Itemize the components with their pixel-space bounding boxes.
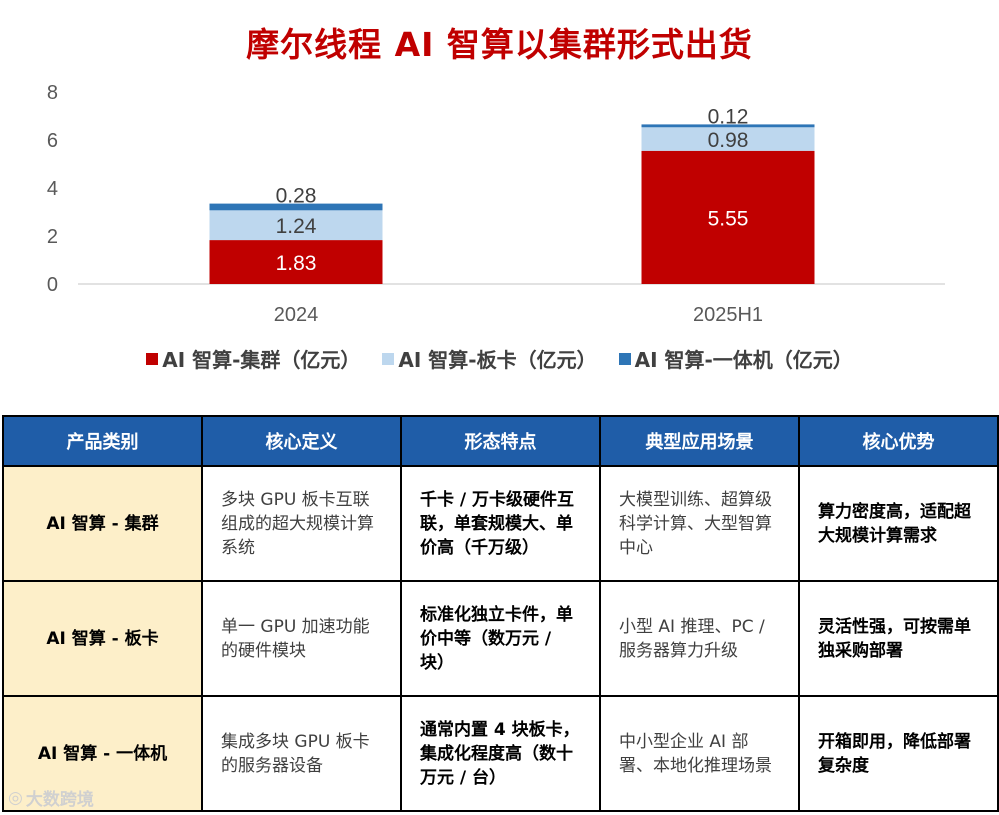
legend-label-cluster: AI 智算-集群（亿元） bbox=[162, 348, 361, 372]
legend-item-card: AI 智算-板卡（亿元） bbox=[382, 344, 597, 373]
cell-advantage: 灵活性强，可按需单独采购部署 bbox=[798, 580, 999, 697]
data-label: 0.28 bbox=[276, 185, 317, 208]
data-label: 5.55 bbox=[708, 207, 749, 230]
cell-form: 标准化独立卡件，单价中等（数万元 / 块） bbox=[400, 580, 601, 697]
bar-segment-cluster bbox=[209, 240, 383, 284]
table-header-row: 产品类别 核心定义 形态特点 典型应用场景 核心优势 bbox=[2, 415, 999, 467]
cell-scenario: 大模型训练、超算级科学计算、大型智算中心 bbox=[599, 465, 800, 582]
y-tick-label: 2 bbox=[47, 226, 58, 248]
legend-swatch-card bbox=[382, 352, 395, 365]
cell-scenario: 中小型企业 AI 部署、本地化推理场景 bbox=[599, 695, 800, 812]
data-label: 0.98 bbox=[708, 129, 749, 152]
y-tick-label: 0 bbox=[47, 274, 58, 296]
chart-legend: AI 智算-集群（亿元） AI 智算-板卡（亿元） AI 智算-一体机（亿元） bbox=[0, 344, 999, 373]
cell-advantage: 开箱即用，降低部署复杂度 bbox=[798, 695, 999, 812]
header-category: 产品类别 bbox=[2, 415, 203, 467]
header-advantage: 核心优势 bbox=[798, 415, 999, 467]
header-definition: 核心定义 bbox=[201, 415, 402, 467]
table-row: AI 智算 - 集群 多块 GPU 板卡互联组成的超大规模计算系统 千卡 / 万… bbox=[2, 465, 999, 582]
legend-item-allinone: AI 智算-一体机（亿元） bbox=[618, 344, 853, 373]
data-label: 0.12 bbox=[708, 105, 749, 128]
product-comparison-table: 产品类别 核心定义 形态特点 典型应用场景 核心优势 AI 智算 - 集群 多块… bbox=[2, 415, 999, 812]
header-scenario: 典型应用场景 bbox=[599, 415, 800, 467]
legend-label-card: AI 智算-板卡（亿元） bbox=[398, 348, 597, 372]
bar-segment-card bbox=[209, 210, 383, 241]
bar-segment-cluster bbox=[641, 150, 815, 284]
table-row: AI 智算 - 一体机 集成多块 GPU 板卡的服务器设备 通常内置 4 块板卡… bbox=[2, 695, 999, 812]
legend-item-cluster: AI 智算-集群（亿元） bbox=[146, 344, 360, 373]
watermark-text: 大数跨境 bbox=[25, 790, 94, 810]
bar-segment-card bbox=[641, 127, 815, 151]
cell-form: 千卡 / 万卡级硬件互联，单套规模大、单价高（千万级） bbox=[400, 465, 601, 582]
legend-label-allinone: AI 智算-一体机（亿元） bbox=[634, 348, 853, 372]
bar-segment-allinone bbox=[641, 124, 815, 128]
bar-segment-allinone bbox=[209, 203, 383, 211]
cell-form: 通常内置 4 块板卡，集成化程度高（数十万元 / 台） bbox=[400, 695, 601, 812]
header-form: 形态特点 bbox=[400, 415, 601, 467]
legend-swatch-allinone bbox=[618, 352, 631, 365]
cell-definition: 集成多块 GPU 板卡的服务器设备 bbox=[201, 695, 402, 812]
table-row: AI 智算 - 板卡 单一 GPU 加速功能的硬件模块 标准化独立卡件，单价中等… bbox=[2, 580, 999, 697]
cell-scenario: 小型 AI 推理、PC / 服务器算力升级 bbox=[599, 580, 800, 697]
cell-category: AI 智算 - 板卡 bbox=[2, 580, 203, 697]
watermark: ◎ 大数跨境 bbox=[8, 785, 94, 811]
data-label: 1.83 bbox=[276, 252, 317, 275]
cell-category: AI 智算 - 一体机 bbox=[2, 695, 203, 812]
x-tick-label: 2025H1 bbox=[693, 304, 763, 326]
stacked-bar-chart: 0 2 4 6 8 2024 2025H1 1.83 1.24 0.28 5.55 0.980.12 bbox=[47, 82, 945, 326]
legend-swatch-cluster bbox=[146, 352, 159, 365]
y-tick-label: 8 bbox=[47, 82, 58, 104]
watermark-logo-icon: ◎ bbox=[8, 787, 23, 808]
cell-definition: 多块 GPU 板卡互联组成的超大规模计算系统 bbox=[201, 465, 402, 582]
y-tick-label: 6 bbox=[47, 130, 58, 152]
chart-title: 摩尔线程 AI 智算以集群形式出货 bbox=[246, 25, 753, 64]
cell-definition: 单一 GPU 加速功能的硬件模块 bbox=[201, 580, 402, 697]
x-tick-label: 2024 bbox=[274, 304, 319, 326]
data-label: 1.24 bbox=[276, 215, 317, 238]
y-tick-label: 4 bbox=[47, 178, 58, 200]
cell-advantage: 算力密度高，适配超大规模计算需求 bbox=[798, 465, 999, 582]
cell-category: AI 智算 - 集群 bbox=[2, 465, 203, 582]
